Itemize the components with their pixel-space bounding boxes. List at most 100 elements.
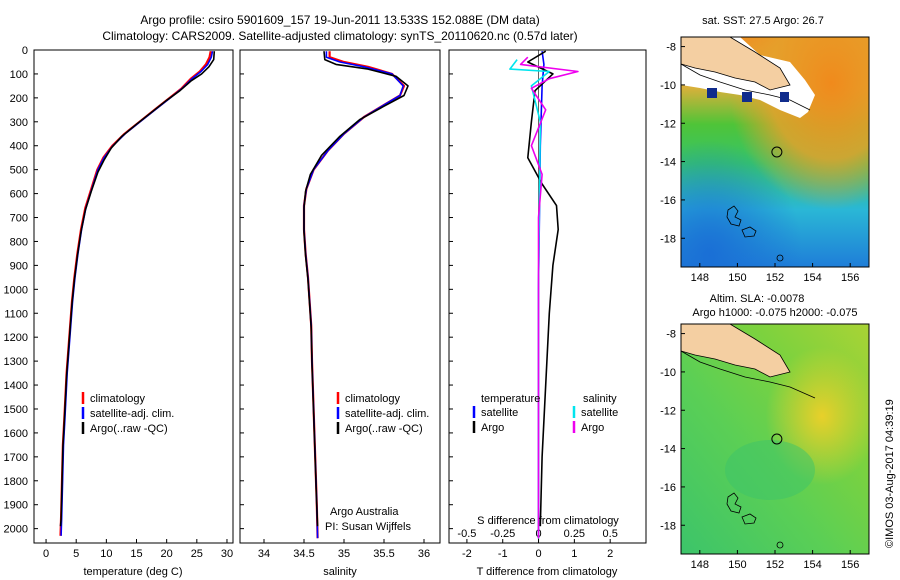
map-y-tick-label: -12 [660, 118, 676, 130]
y-tick-label: 1400 [4, 380, 28, 392]
map-y-tick-label: -12 [660, 405, 676, 417]
difference-plot-frame [448, 49, 647, 544]
difference-series [509, 50, 579, 539]
x-tick-label: 35 [338, 548, 350, 560]
x-tick-label: 34.5 [293, 548, 314, 560]
series-line-climatology [59, 50, 212, 536]
legend-argo: Argo(..raw -QC) [90, 423, 168, 435]
legend-t-satellite: satellite [481, 407, 518, 419]
legend-s-argo: Argo [581, 422, 604, 434]
y-tick-label: 1100 [4, 308, 28, 320]
legend-t-argo: Argo [481, 422, 504, 434]
s-tick-label: 0.25 [564, 528, 585, 540]
temperature-xlabel: temperature (deg C) [83, 566, 182, 578]
y-tick-label: 700 [10, 213, 28, 225]
y-tick-label: 200 [10, 93, 28, 105]
x-tick-label: 10 [100, 548, 112, 560]
map-y-tick-label: -18 [660, 233, 676, 245]
y-tick-label: 1300 [4, 356, 28, 368]
map-y-tick-label: -16 [660, 482, 676, 494]
temperature-axes: 0100200300400500600700800900100011001200… [4, 45, 234, 560]
map-y-tick-label: -16 [660, 195, 676, 207]
x-tick-label: 25 [191, 548, 203, 560]
s-tick-label: -0.5 [457, 528, 476, 540]
y-tick-label: 1000 [4, 284, 28, 296]
legend-s-satellite: satellite [581, 407, 618, 419]
map-y-tick-label: -10 [660, 80, 676, 92]
agency-label: Argo Australia [330, 506, 399, 518]
temperature-plot-frame [33, 49, 234, 544]
map-y-tick-label: -18 [660, 520, 676, 532]
series-line-temperature-argo [527, 50, 559, 527]
series-line-salinity-satellite [509, 59, 551, 539]
y-tick-label: 1900 [4, 500, 28, 512]
map-x-tick-label: 156 [841, 559, 859, 571]
legend-satellite: satellite-adj. clim. [345, 408, 429, 420]
s-tick-label: -0.25 [490, 528, 515, 540]
difference-axes: -2 -1 0 1 2-0.5 -0.25 0 0.25 0.5 [449, 49, 618, 560]
x-tick-label: -2 [462, 548, 472, 560]
figure-subtitle: Climatology: CARS2009. Satellite-adjuste… [102, 29, 577, 43]
salinity-axes: 34 34.5 35 35.5 36 [240, 49, 430, 560]
map-y-tick-label: -10 [660, 367, 676, 379]
figure-title: Argo profile: csiro 5901609_157 19-Jun-2… [140, 13, 539, 27]
sla-map: Altim. SLA: -0.0078 Argo h1000: -0.075 h… [660, 293, 870, 571]
x-tick-label: 0 [43, 548, 49, 560]
x-tick-label: 0 [535, 548, 541, 560]
legend-satellite: satellite-adj. clim. [90, 408, 174, 420]
series-line-salinity-argo [519, 56, 579, 539]
x-tick-label: 34 [258, 548, 270, 560]
map-x-tick-label: 152 [766, 272, 784, 284]
s-difference-label: S difference from climatology [477, 515, 619, 527]
y-tick-label: 800 [10, 236, 28, 248]
map-x-tick-label: 154 [803, 272, 821, 284]
y-tick-label: 0 [22, 45, 28, 57]
y-tick-label: 1500 [4, 404, 28, 416]
map-y-tick-label: -8 [666, 329, 676, 341]
map-x-tick-label: 148 [691, 559, 709, 571]
y-tick-label: 1600 [4, 428, 28, 440]
difference-legend: temperature salinity satellite Argo sate… [472, 393, 619, 527]
temperature-series [59, 50, 216, 536]
y-tick-label: 900 [10, 260, 28, 272]
y-tick-label: 400 [10, 141, 28, 153]
y-tick-label: 1700 [4, 452, 28, 464]
x-tick-label: 30 [221, 548, 233, 560]
map-x-tick-label: 152 [766, 559, 784, 571]
salinity-series [302, 51, 409, 539]
y-tick-label: 1800 [4, 476, 28, 488]
sla-map-subtitle: Argo h1000: -0.075 h2000: -0.075 [692, 307, 857, 319]
sla-map-title: Altim. SLA: -0.0078 [710, 293, 805, 305]
legend-argo: Argo(..raw -QC) [345, 423, 423, 435]
x-tick-label: 1 [571, 548, 577, 560]
imos-credit: ©IMOS 03-Aug-2017 04:39:19 [884, 399, 896, 548]
x-tick-label: -1 [498, 548, 508, 560]
x-tick-label: 20 [161, 548, 173, 560]
difference-xlabel: T difference from climatology [477, 566, 618, 578]
series-line-argo-raw-qc- [59, 51, 216, 527]
y-tick-label: 100 [10, 69, 28, 81]
y-tick-label: 300 [10, 117, 28, 129]
map-y-tick-label: -8 [666, 42, 676, 54]
argo-location-marker [771, 433, 783, 445]
y-tick-label: 500 [10, 165, 28, 177]
map-y-tick-label: -14 [660, 157, 676, 169]
temperature-legend: climatology satellite-adj. clim. Argo(..… [81, 392, 174, 435]
salinity-plot-frame [239, 49, 441, 544]
map-x-tick-label: 150 [728, 559, 746, 571]
legend-climatology: climatology [345, 393, 401, 405]
sst-map: sat. SST: 27.5 Argo: 26.7 148 150 152 154 15… [660, 15, 870, 284]
y-tick-label: 2000 [4, 524, 28, 536]
series-line-argo-raw-qc- [303, 51, 409, 527]
pi-label: PI: Susan Wijffels [325, 521, 411, 533]
s-tick-label: 0.5 [603, 528, 618, 540]
map-x-tick-label: 148 [691, 272, 709, 284]
map-x-tick-label: 150 [728, 272, 746, 284]
legend-climatology: climatology [90, 393, 146, 405]
x-tick-label: 35.5 [373, 548, 394, 560]
x-tick-label: 5 [73, 548, 79, 560]
x-tick-label: 2 [607, 548, 613, 560]
map-y-tick-label: -14 [660, 444, 676, 456]
salinity-xlabel: salinity [323, 566, 357, 578]
sst-map-title: sat. SST: 27.5 Argo: 26.7 [702, 15, 824, 27]
